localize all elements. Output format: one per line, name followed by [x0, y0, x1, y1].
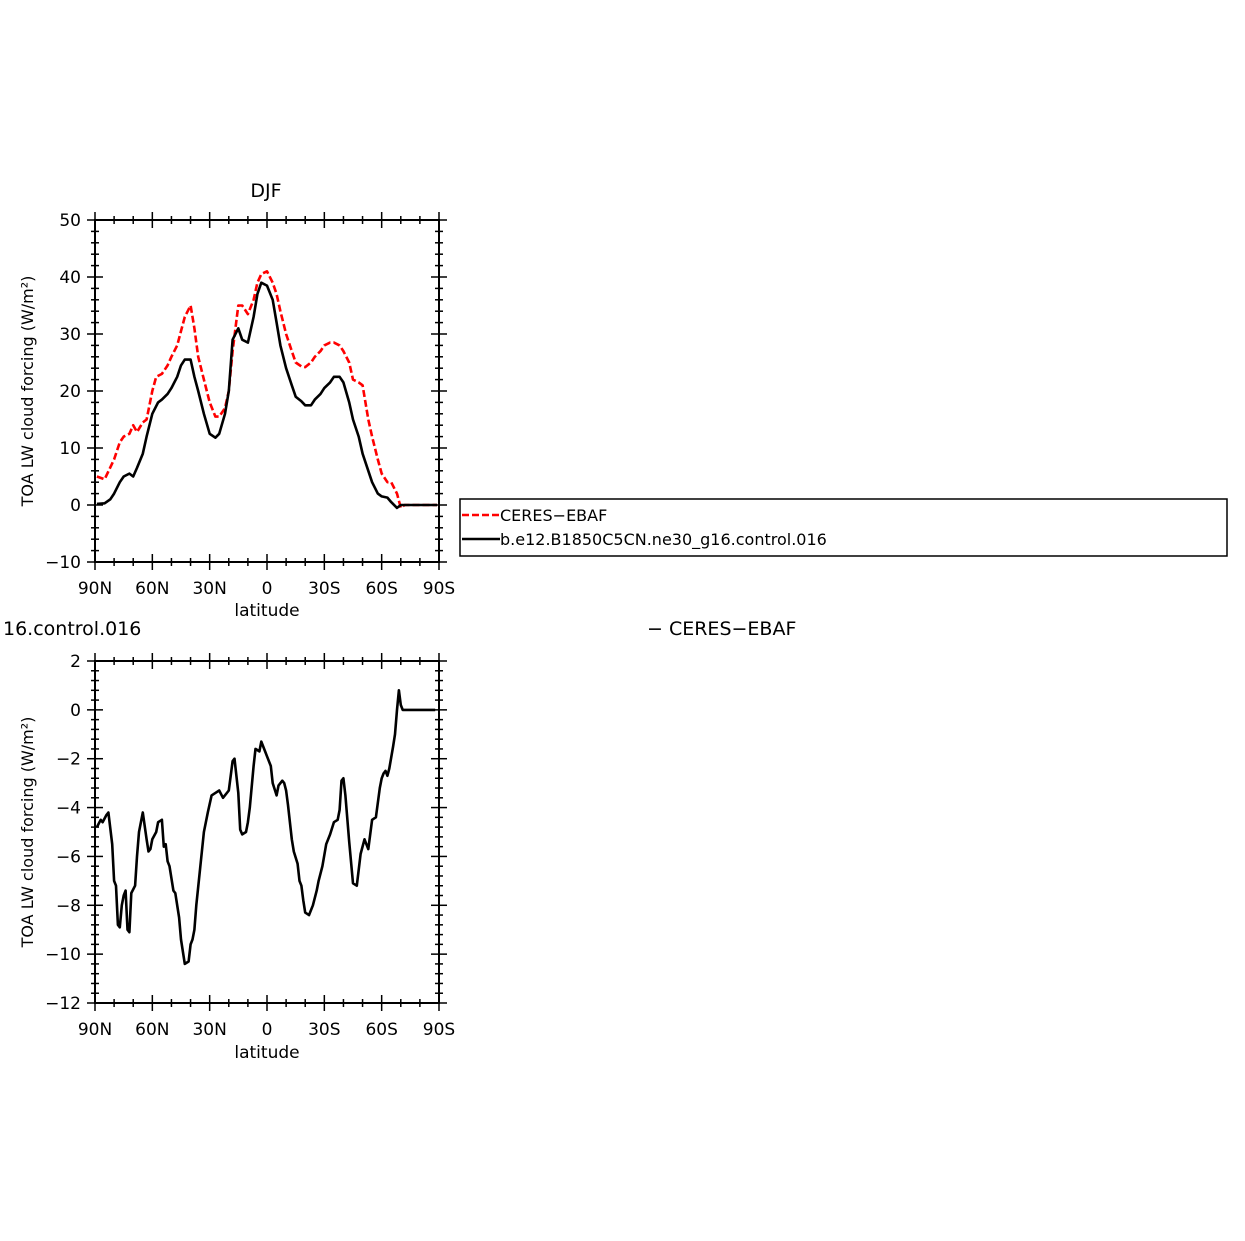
bottom-chart-title-right: − CERES−EBAF: [647, 618, 797, 640]
top-y-tick-label: 40: [59, 268, 81, 288]
legend-box: [459, 498, 1228, 557]
bottom-y-tick-label: −4: [56, 799, 81, 819]
bottom-x-tick-label: 30S: [308, 1020, 340, 1040]
top-y-tick-label: 30: [59, 325, 81, 345]
bottom-y-tick-label: 0: [70, 701, 81, 721]
legend-entry-model: b.e12.B1850C5CN.ne30_g16.control.016: [500, 530, 827, 550]
legend: CERES−EBAF b.e12.B1850C5CN.ne30_g16.cont…: [459, 498, 1228, 557]
bottom-chart-title-left: 16.control.016: [3, 618, 142, 640]
top-y-tick-label: 10: [59, 439, 81, 459]
top-x-tick-label: 0: [262, 579, 273, 599]
bottom-series-group: [95, 688, 436, 966]
top-chart-title: DJF: [250, 180, 281, 202]
top-x-axis-label: latitude: [234, 601, 299, 621]
top-y-axis: −10 0 10 20 30 40 50: [45, 211, 447, 573]
top-x-tick-label: 90S: [423, 579, 455, 599]
top-x-tick-label: 60N: [135, 579, 169, 599]
bottom-x-tick-label: 60N: [135, 1020, 169, 1040]
bottom-x-tick-label: 60S: [365, 1020, 397, 1040]
legend-entry-ceres: CERES−EBAF: [500, 506, 607, 525]
bottom-y-tick-label: 2: [70, 652, 81, 672]
top-x-tick-label: 90N: [78, 579, 112, 599]
top-x-tick-label: 30N: [192, 579, 226, 599]
top-x-axis: 90N 60N 30N 0 30S 60S 90S: [78, 212, 455, 599]
top-y-tick-label: −10: [45, 553, 81, 573]
top-y-tick-label: 50: [59, 211, 81, 231]
top-y-tick-label: 20: [59, 382, 81, 402]
top-x-tick-label: 60S: [365, 579, 397, 599]
bottom-x-tick-label: 30N: [192, 1020, 226, 1040]
bottom-y-axis-label: TOA LW cloud forcing (W/m²): [18, 717, 37, 949]
bottom-x-axis-label: latitude: [234, 1043, 299, 1063]
bottom-y-tick-label: −2: [56, 750, 81, 770]
top-series-group: [96, 269, 438, 510]
top-x-tick-label: 30S: [308, 579, 340, 599]
bottom-y-tick-label: −10: [45, 945, 81, 965]
top-y-axis-label: TOA LW cloud forcing (W/m²): [18, 276, 37, 508]
bottom-x-tick-label: 90S: [423, 1020, 455, 1040]
top-series-line-0: [96, 269, 438, 510]
top-plot-panel: DJF −10 0 10 20 30 40 50 90N 60N 30N 0 30S 60S 90S l…: [18, 180, 455, 621]
bottom-y-tick-label: −8: [56, 896, 81, 916]
bottom-y-tick-label: −6: [56, 847, 81, 867]
bottom-x-tick-label: 0: [262, 1020, 273, 1040]
bottom-y-tick-label: −12: [45, 994, 81, 1014]
bottom-y-axis: −12 −10 −8 −6 −4 −2 0 2: [45, 652, 447, 1014]
top-y-tick-label: 0: [70, 496, 81, 516]
bottom-x-tick-label: 90N: [78, 1020, 112, 1040]
bottom-series-line-0: [95, 688, 436, 966]
bottom-plot-panel: −12 −10 −8 −6 −4 −2 0 2 90N 60N 30N 0 30S 60S 90S lat…: [18, 652, 455, 1063]
bottom-x-axis: 90N 60N 30N 0 30S 60S 90S: [78, 653, 455, 1040]
top-series-line-1: [96, 281, 438, 510]
